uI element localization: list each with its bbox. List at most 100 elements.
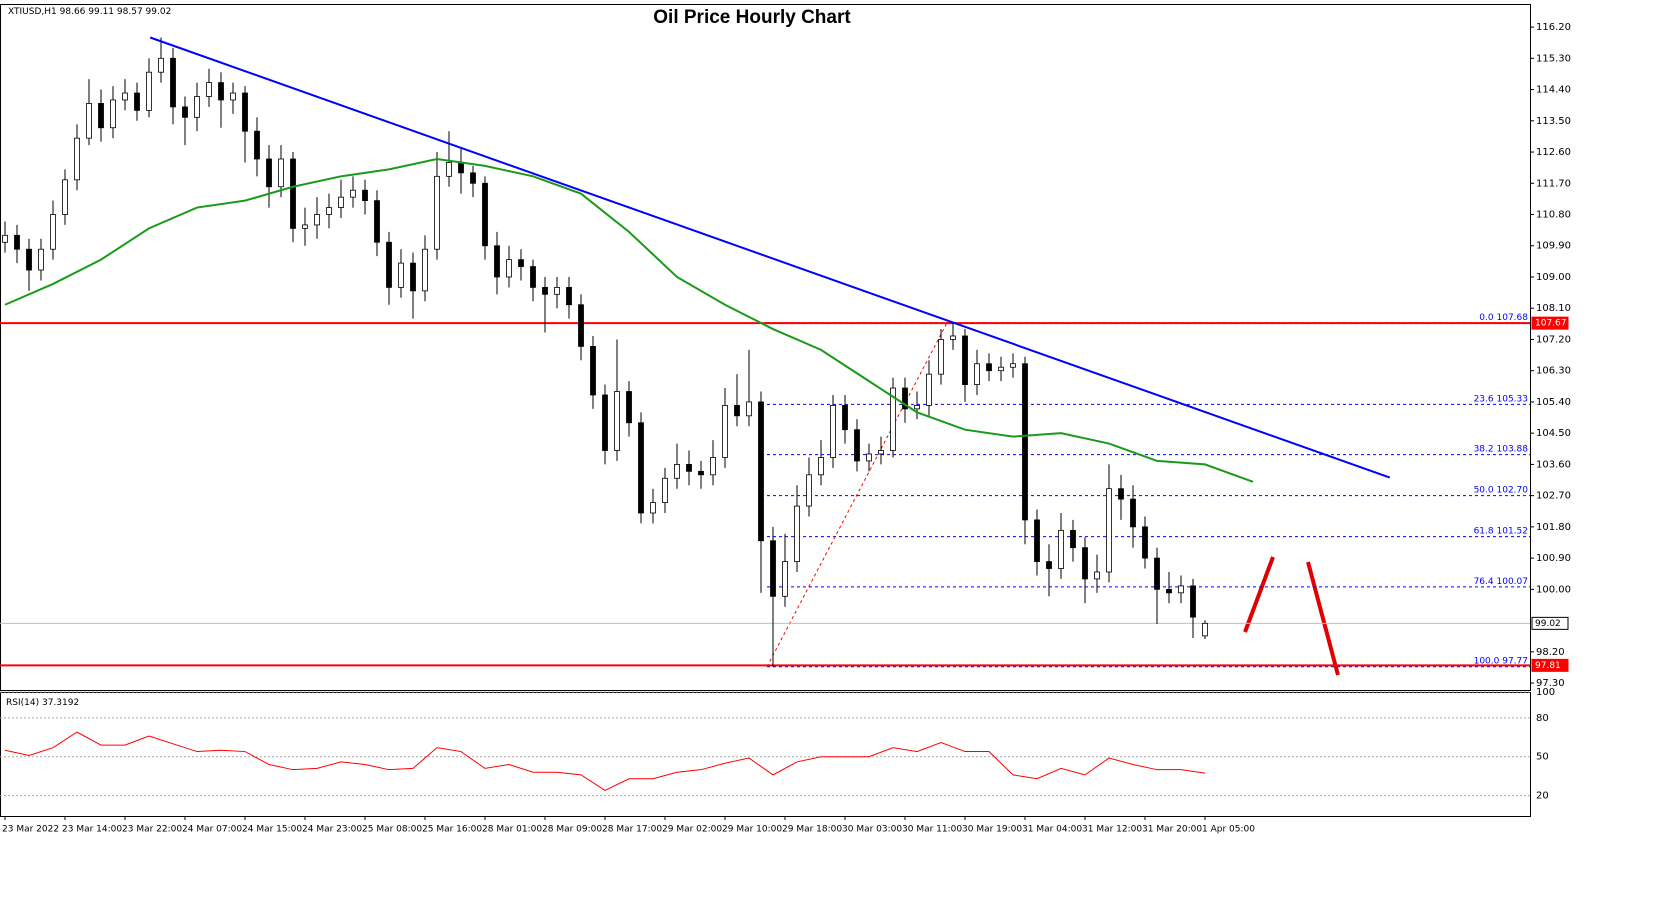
candle-body: [950, 335, 956, 340]
y-tick-label: 105.40: [1536, 397, 1571, 408]
x-tick-label: 29 Mar 02:00: [662, 825, 722, 835]
candle-body: [794, 505, 800, 562]
close: 99.02: [146, 7, 172, 17]
fib-level: 23.6: [1474, 394, 1494, 404]
candle-body: [1154, 557, 1160, 590]
candle-body: [1046, 561, 1052, 569]
x-tick-label: 25 Mar 16:00: [422, 825, 482, 835]
candle-body: [482, 182, 488, 247]
candle-body: [1106, 488, 1112, 573]
fib-level: 61.8: [1474, 526, 1494, 536]
candle-body: [890, 387, 896, 451]
y-tick-label: 106.30: [1536, 366, 1571, 377]
y-tick-label: 109.00: [1536, 272, 1571, 283]
candle-body: [1058, 529, 1064, 569]
rsi-last: 37.3192: [42, 698, 79, 708]
candle-body: [662, 477, 668, 503]
y-tick-label: 98.20: [1536, 647, 1565, 658]
candle-body: [926, 373, 932, 406]
candle-body: [110, 99, 116, 129]
y-tick-label: 109.90: [1536, 241, 1571, 252]
candle-body: [254, 130, 260, 160]
candle-body: [86, 103, 92, 139]
y-tick-label: 100.90: [1536, 553, 1571, 564]
fib-price: 97.77: [1502, 656, 1528, 666]
candle-body: [878, 450, 884, 455]
y-tick-label: 107.20: [1536, 334, 1571, 345]
candle-body: [1118, 488, 1124, 500]
price-box-label: 99.02: [1535, 619, 1561, 629]
candle-body: [242, 92, 248, 132]
price-box: [1531, 658, 1569, 672]
y-tick-label: 100.00: [1536, 584, 1571, 595]
candle-body: [386, 241, 392, 288]
candle-body: [818, 457, 824, 476]
candle-body: [350, 189, 356, 198]
price-box: [1531, 616, 1569, 630]
candle-body: [506, 259, 512, 278]
candle-body: [1034, 519, 1040, 562]
symbol: XTIUSD,H1: [8, 7, 57, 17]
candle-body: [590, 345, 596, 396]
candle-body: [698, 470, 704, 476]
rsi-tick-label: 100: [1536, 687, 1555, 698]
rsi-line: [4, 731, 1206, 791]
x-tick-label: 24 Mar 07:00: [182, 825, 242, 835]
candle-body: [518, 259, 524, 267]
candle-body: [302, 224, 308, 229]
x-tick-label: 1 Apr 05:00: [1202, 825, 1255, 835]
candle-body: [1082, 547, 1088, 580]
y-tick-label: 116.20: [1536, 22, 1571, 33]
x-tick-label: 28 Mar 17:00: [602, 825, 662, 835]
y-tick-label: 114.40: [1536, 85, 1571, 96]
candle-body: [770, 540, 776, 597]
x-tick-label: 31 Mar 20:00: [1142, 825, 1202, 835]
x-tick-label: 24 Mar 15:00: [242, 825, 302, 835]
candle-body: [398, 262, 404, 288]
candle-body: [542, 286, 548, 295]
candle-body: [554, 286, 560, 295]
x-tick-label: 31 Mar 04:00: [1022, 825, 1082, 835]
candle-body: [854, 429, 860, 462]
rsi-tick-label: 80: [1536, 713, 1549, 724]
x-tick-label: 23 Mar 22:00: [122, 825, 182, 835]
header: XTIUSD,H1 98.66 99.11 98.57 99.02: [8, 7, 171, 17]
candle-body: [650, 502, 656, 514]
candle-body: [134, 92, 140, 111]
candle-body: [674, 464, 680, 479]
fib-price: 105.33: [1497, 394, 1529, 404]
fib-diagonal: [766, 322, 948, 667]
fib-label: 76.4 100.07: [1474, 576, 1528, 586]
fib-price: 100.07: [1497, 576, 1529, 586]
candle-body: [338, 196, 344, 208]
candle-body: [374, 200, 380, 243]
candle-body: [638, 422, 644, 514]
rsi-name: RSI(14): [6, 698, 39, 708]
candle-body: [902, 387, 908, 410]
low: 98.57: [117, 7, 143, 17]
candle-body: [62, 179, 68, 215]
x-tick-label: 23 Mar 2022: [2, 825, 59, 835]
fib-level: 50.0: [1474, 485, 1494, 495]
candle-body: [38, 248, 44, 271]
fib-level: 0.0: [1479, 312, 1494, 322]
candle-body: [614, 391, 620, 451]
candle-body: [806, 474, 812, 507]
chart-title: Oil Price Hourly Chart: [653, 7, 851, 28]
candle-body: [734, 404, 740, 417]
y-tick-label: 101.80: [1536, 522, 1571, 533]
candle-body: [314, 214, 320, 226]
fib-label: 0.0 107.68: [1479, 312, 1528, 322]
candle-body: [782, 561, 788, 597]
candle-body: [686, 464, 692, 472]
y-tick-label: 97.30: [1536, 678, 1565, 689]
candle-body: [830, 404, 836, 458]
candle-body: [194, 96, 200, 118]
candle-body: [1070, 529, 1076, 549]
candle-body: [986, 363, 992, 372]
candle-body: [1202, 622, 1208, 637]
candle-body: [530, 266, 536, 288]
x-tick-label: 30 Mar 03:00: [842, 825, 902, 835]
candle-body: [842, 404, 848, 431]
